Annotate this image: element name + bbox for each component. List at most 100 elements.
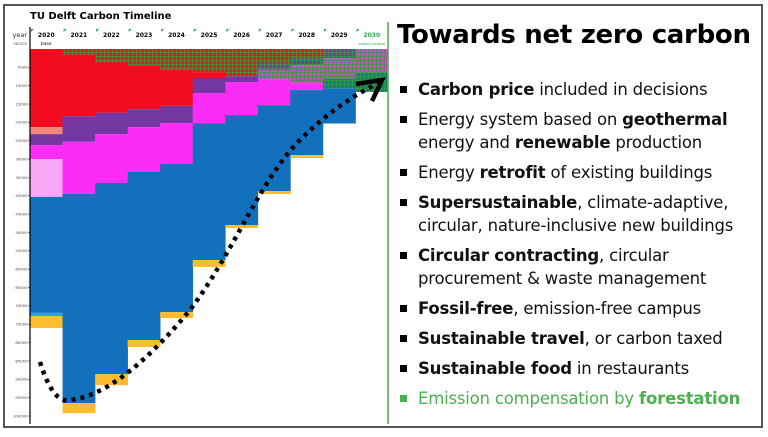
bar-segment-2021-4 <box>62 54 96 117</box>
bar-segment-2030-2 <box>355 49 389 73</box>
bar-segment-2020-8 <box>30 159 63 197</box>
bar-segment-2022-6 <box>95 112 128 135</box>
arrowhead-icon <box>355 77 386 102</box>
bullet-text-bold: Circular contracting <box>418 246 600 265</box>
bar-segment-2020-11 <box>30 316 63 328</box>
bar-segment-2022-0 <box>95 49 128 62</box>
slide-frame <box>3 4 763 428</box>
y-tick-label-50000: 50000 <box>15 230 28 235</box>
bar-segment-2024-11 <box>160 312 194 319</box>
bar-segment-2027-2 <box>257 69 291 80</box>
bar-segment-2029-1 <box>322 49 356 59</box>
bar-segment-2020-5 <box>30 127 63 135</box>
bar-segment-2023-0 <box>127 49 161 66</box>
bar-segment-2025-7 <box>192 93 226 124</box>
bar-segment-2022-9 <box>95 182 128 375</box>
bar-segment-2027-7 <box>257 79 291 106</box>
bar-segment-2021-7 <box>62 141 96 194</box>
bar-segment-2027-11 <box>257 191 291 194</box>
bar-segment-2028-7 <box>290 83 324 91</box>
bar-segment-2026-0 <box>225 49 259 77</box>
bullet-text-rest: , or carbon taxed <box>584 329 723 348</box>
bullet-text-rest: of existing buildings <box>545 163 713 182</box>
bar-segment-2023-4 <box>127 65 161 110</box>
year-label-2030: 2030 <box>363 32 380 39</box>
bar-segment-2023-6 <box>127 109 161 128</box>
bullet-text-rest: in restaurants <box>571 359 690 378</box>
bar-segment-2021-9 <box>62 193 96 404</box>
bullet-text-pre: Energy <box>418 163 480 182</box>
bullet-square-icon <box>400 305 407 312</box>
bar-segment-2020-9 <box>30 196 63 313</box>
bar-segment-2021-6 <box>62 116 96 142</box>
bullet-text-bold: retrofit <box>479 163 546 182</box>
y-tick-label-55000: 55000 <box>15 248 28 253</box>
y-tick-label-45000: 45000 <box>15 211 28 216</box>
bar-segment-2028-11 <box>290 155 324 158</box>
bar-segment-2028-0 <box>290 49 324 59</box>
bar-segment-2025-0 <box>192 49 226 73</box>
bar-segment-2025-11 <box>192 260 226 267</box>
bar-segment-2025-6 <box>192 77 226 94</box>
year-label-2020: 2020 <box>38 32 55 39</box>
bullet-text-bold2: renewable <box>514 133 611 152</box>
bar-segment-2029-2 <box>322 58 356 79</box>
bar-segment-2023-11 <box>127 340 161 348</box>
bullet-item: Sustainable food in restaurants <box>400 357 765 380</box>
year-label-2024: 2024 <box>168 32 185 39</box>
bar-segment-2024-6 <box>160 105 194 124</box>
year-label-2029: 2029 <box>331 32 348 39</box>
bullet-item: Supersustainable, climate-adaptive, circ… <box>400 191 765 237</box>
y-tick-label-80000: 80000 <box>15 340 28 345</box>
bar-segment-2024-4 <box>160 69 194 106</box>
y-tick-label-100000: 100000 <box>13 413 28 418</box>
bar-segment-2022-7 <box>95 134 128 183</box>
bullet-item: Fossil-free, emission-free campus <box>400 297 765 320</box>
bar-segment-2020-7 <box>30 145 63 160</box>
year-label-2026: 2026 <box>233 32 250 39</box>
y-tick-label-95000: 95000 <box>15 395 28 400</box>
bullet-square-icon <box>400 169 407 176</box>
bullet-text-pre: Emission compensation by <box>418 389 640 408</box>
bullet-text-pre: Energy system based on <box>418 110 623 129</box>
bar-segment-2027-1 <box>257 62 291 70</box>
y-tick-label-90000: 90000 <box>15 377 28 382</box>
bullet-text-rest: , climate-adaptive, circular, nature-inc… <box>418 193 734 235</box>
carbon-timeline-chart: TU Delft Carbon Timeline year source 202… <box>12 11 389 424</box>
bar-segment-2024-9 <box>160 163 194 313</box>
bullet-text-bold: Sustainable food <box>418 359 572 378</box>
y-tick-label-5000: 5000 <box>18 65 28 70</box>
bullet-square-icon <box>400 116 407 123</box>
text-panel: Towards net zero carbon Carbon price inc… <box>392 0 768 437</box>
y-tick-label-25000: 25000 <box>15 138 28 143</box>
bullet-text-rest: included in decisions <box>534 80 708 99</box>
bar-segment-2027-0 <box>257 49 291 63</box>
bullet-square-icon <box>400 365 407 372</box>
bar-segment-2028-2 <box>290 65 324 84</box>
bullet-square-icon <box>400 395 407 402</box>
bullet-item: Emission compensation by forestation <box>400 387 765 410</box>
panel-title: Towards net zero carbon <box>397 20 751 50</box>
comment-flag-icon <box>63 29 67 32</box>
annotation-2020: base <box>41 41 52 47</box>
bullet-text-bold: Sustainable travel <box>418 329 585 348</box>
comment-flag-icon <box>161 29 165 32</box>
y-tick-label-75000: 75000 <box>15 322 28 327</box>
y-tick-label-15000: 15000 <box>15 101 28 106</box>
comment-flag-icon <box>193 29 197 32</box>
bullet-text-rest: production <box>610 133 702 152</box>
bullet-text-bold: Fossil-free <box>418 299 514 318</box>
comment-flag-icon <box>226 29 230 32</box>
bullet-square-icon <box>400 86 407 93</box>
bar-segment-2026-11 <box>225 225 259 229</box>
annotation-2030: carbon neutral <box>359 42 385 46</box>
y-tick-label-85000: 85000 <box>15 358 28 363</box>
trend-dotted-arrow <box>37 80 382 403</box>
year-label-2021: 2021 <box>70 32 87 39</box>
y-tick-label-35000: 35000 <box>15 175 28 180</box>
bar-segment-2028-1 <box>290 58 324 66</box>
y-tick-label-20000: 20000 <box>15 120 28 125</box>
bullet-square-icon <box>400 252 407 259</box>
bar-segment-2021-11 <box>62 403 96 414</box>
chart-title: TU Delft Carbon Timeline <box>30 11 172 22</box>
